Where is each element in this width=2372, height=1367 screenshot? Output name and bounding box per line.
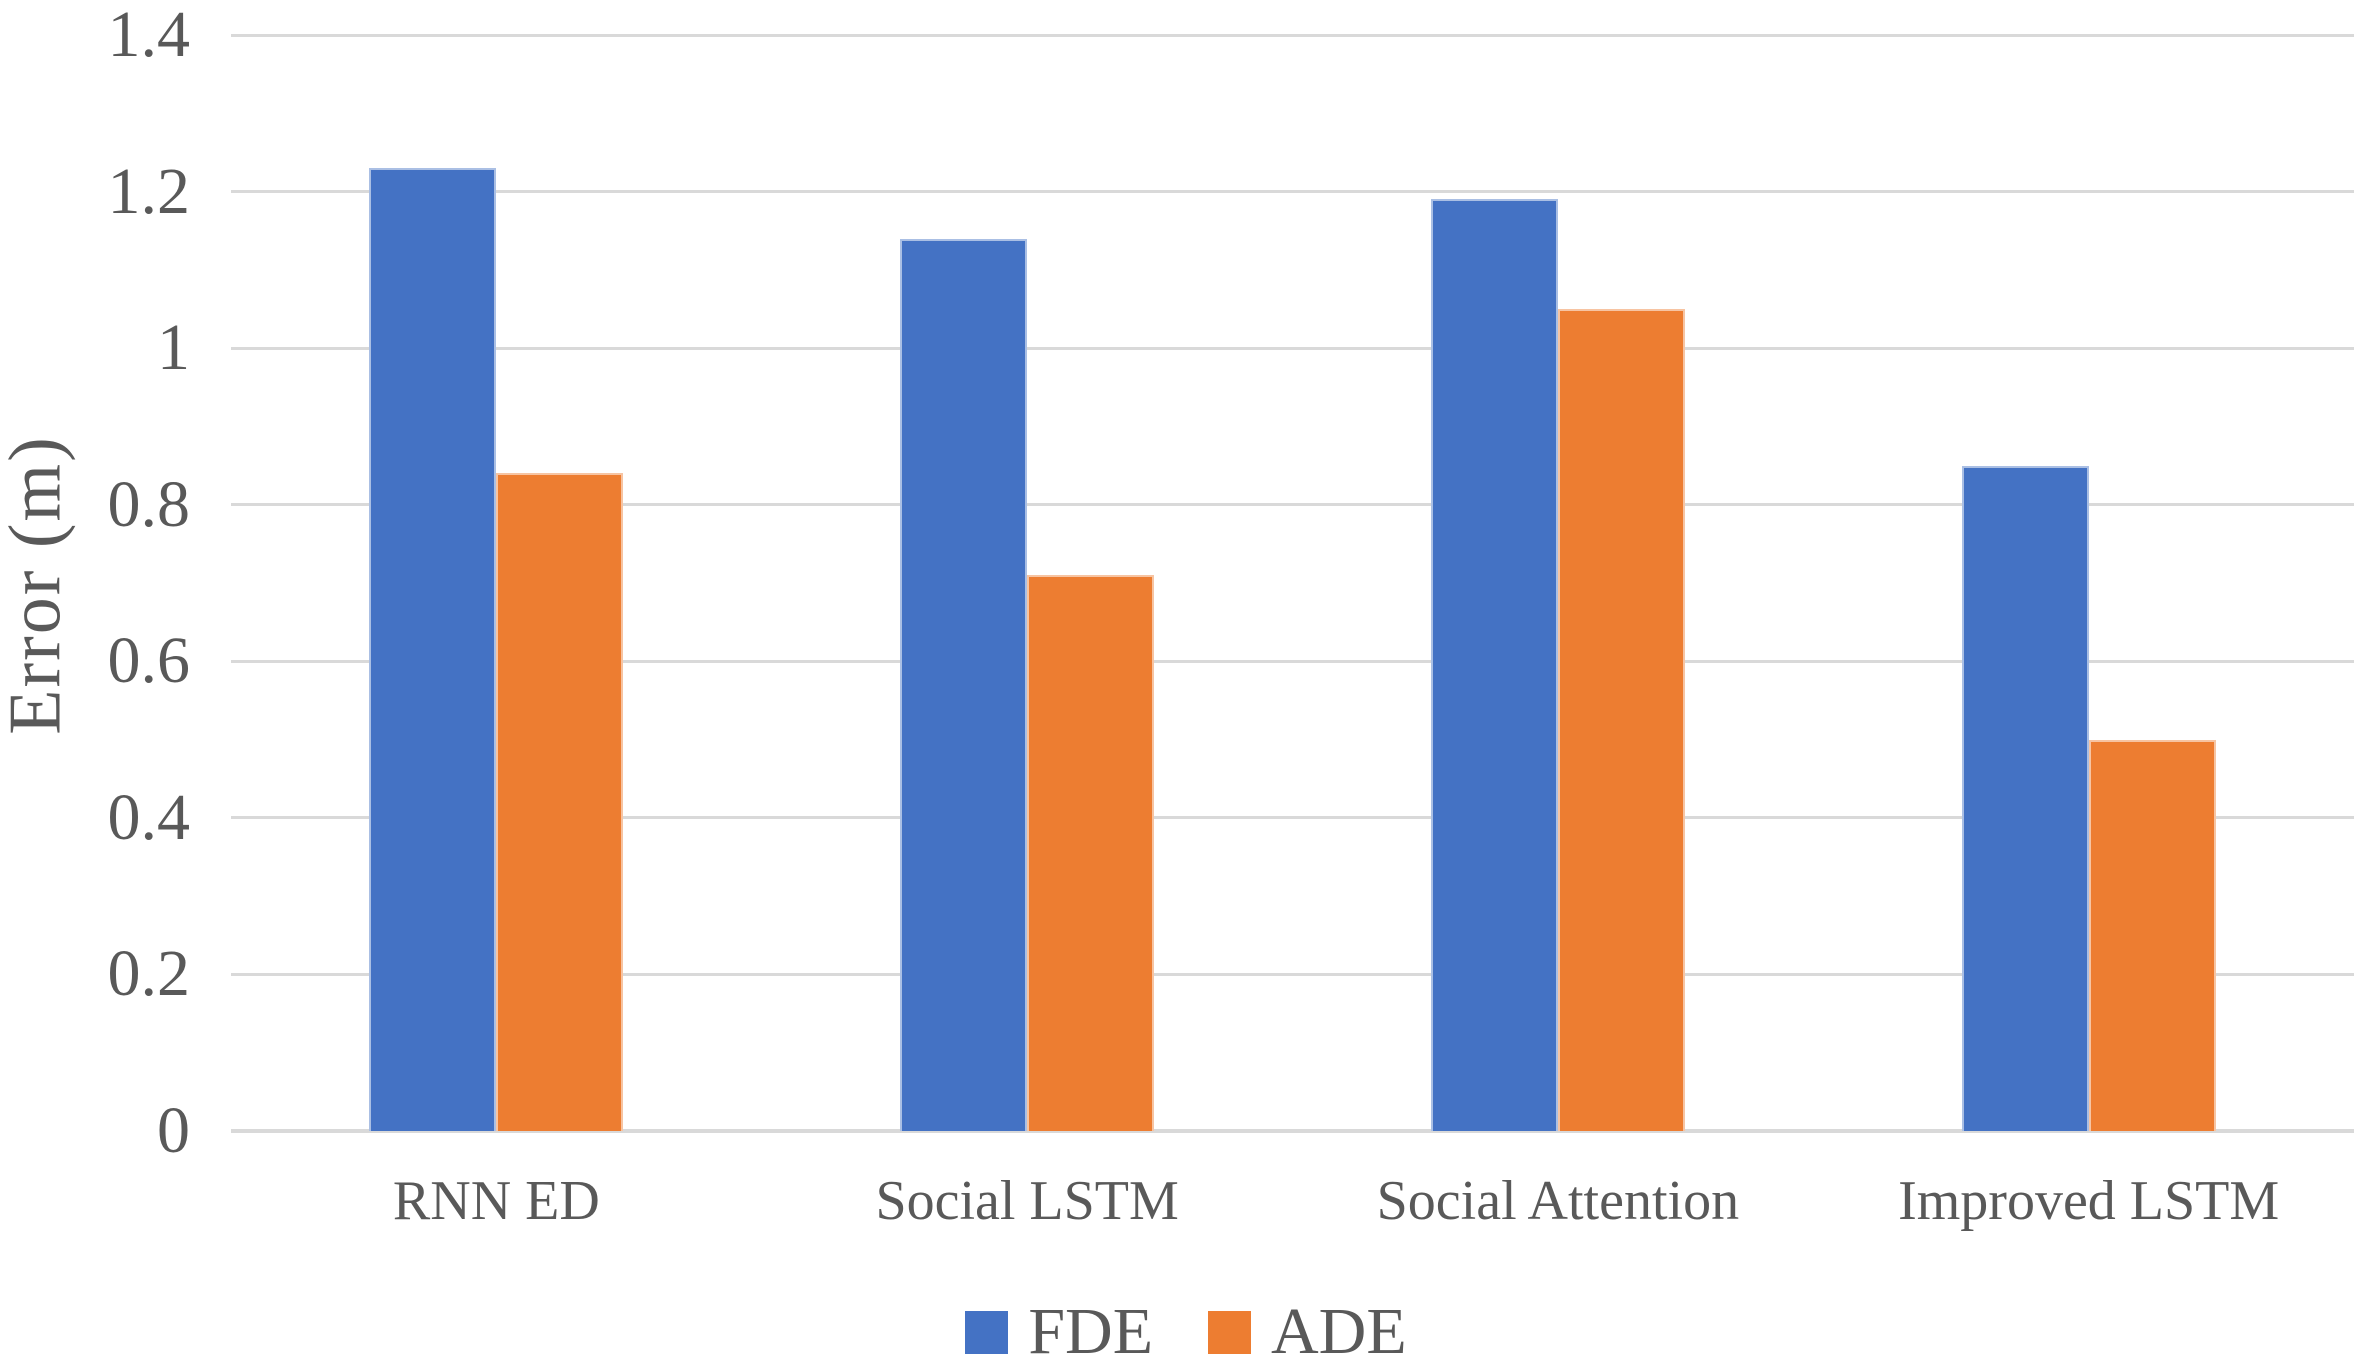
legend-label-fde: FDE bbox=[1028, 1295, 1154, 1367]
legend: FDE ADE bbox=[0, 1294, 2372, 1367]
x-axis-label-rnn-ed: RNN ED bbox=[392, 1170, 600, 1232]
bar-fde-social-lstm bbox=[900, 238, 1028, 1131]
gridline bbox=[231, 659, 2354, 663]
y-tick-label: 0.4 bbox=[107, 780, 191, 854]
gridline bbox=[231, 190, 2354, 194]
y-tick-label: 0.8 bbox=[107, 467, 191, 541]
legend-swatch-ade bbox=[1208, 1310, 1252, 1354]
bar-ade-social-lstm bbox=[1027, 575, 1155, 1131]
legend-swatch-fde bbox=[965, 1310, 1009, 1354]
y-tick-label: 0.2 bbox=[107, 937, 191, 1011]
y-tick-label: 1.4 bbox=[107, 0, 191, 71]
y-tick-label: 0 bbox=[157, 1094, 190, 1167]
legend-item-ade: ADE bbox=[1208, 1294, 1407, 1367]
bar-ade-improved-lstm bbox=[2088, 739, 2216, 1131]
x-axis-label-social-lstm: Social LSTM bbox=[875, 1170, 1179, 1232]
y-tick-label: 0.6 bbox=[107, 624, 191, 698]
gridline bbox=[231, 346, 2354, 350]
x-axis-label-social-attention: Social Attention bbox=[1376, 1170, 1740, 1232]
bar-fde-rnn-ed bbox=[369, 168, 497, 1131]
bar-ade-social-attention bbox=[1557, 309, 1685, 1131]
gridline bbox=[231, 816, 2354, 820]
bar-fde-improved-lstm bbox=[1961, 465, 2089, 1131]
y-tick-label: 1.2 bbox=[107, 154, 191, 228]
gridline bbox=[231, 33, 2354, 37]
legend-item-fde: FDE bbox=[965, 1294, 1153, 1367]
y-tick-label: 1 bbox=[157, 311, 190, 385]
gridline bbox=[231, 1129, 2354, 1133]
gridline bbox=[231, 972, 2354, 976]
bar-ade-rnn-ed bbox=[496, 473, 624, 1131]
gridline bbox=[231, 503, 2354, 507]
x-axis-label-improved-lstm: Improved LSTM bbox=[1898, 1170, 2280, 1232]
legend-label-ade: ADE bbox=[1271, 1295, 1407, 1367]
bar-fde-social-attention bbox=[1430, 199, 1558, 1131]
